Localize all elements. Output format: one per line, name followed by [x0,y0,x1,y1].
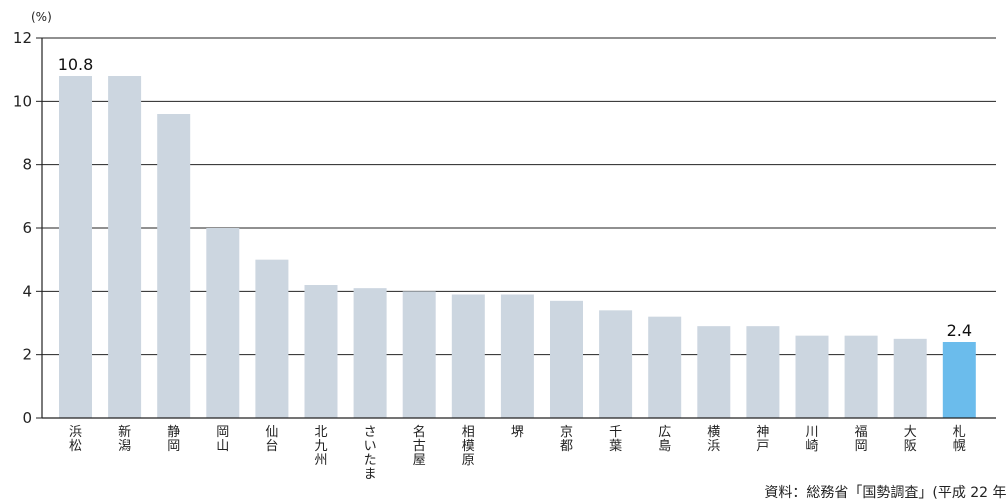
bar-2 [157,114,191,418]
x-category-label: 静岡 [167,425,180,454]
bar-3 [206,228,240,418]
y-tick-label: 2 [22,346,32,364]
data-labels: 10.8 2.4 [58,55,972,340]
bar-10 [550,300,583,418]
y-tick-label: 8 [22,156,32,174]
x-category-label: 名古屋 [413,424,426,468]
x-category-label: 堺 [511,425,524,440]
x-category-label: 千葉 [609,425,622,454]
y-tick-label: 4 [22,282,32,300]
x-category-label: 大阪 [904,425,917,454]
y-tick-label: 10 [13,92,32,110]
bar-18 [942,342,976,418]
data-label: 10.8 [58,55,94,74]
x-category-labels: 浜松 新潟 静岡 岡山 仙台 北九州 さいたま 名古屋 相模原 堺 京都 千葉 広島 横浜 神戸 川崎 福岡 大阪… [69,424,966,482]
bar-0 [59,76,92,418]
x-category-label: 広島 [658,425,671,454]
x-category-label: 京都 [560,425,573,454]
bar-7 [402,291,436,418]
y-tick-label: 6 [22,219,32,237]
bar-13 [697,326,731,418]
axes [36,37,996,419]
bar-17 [893,338,927,418]
x-category-label: 岡山 [216,425,229,454]
bar-6 [353,288,387,418]
x-category-label: 川崎 [805,425,818,454]
x-category-label: 神戸 [756,425,769,454]
bar-8 [451,294,485,418]
bar-5 [304,285,338,418]
x-category-label: 横浜 [707,425,720,454]
x-category-label: 浜松 [69,425,82,454]
x-category-label: 福岡 [855,425,868,454]
bar-12 [648,316,682,418]
bar-4 [255,259,289,418]
bar-15 [795,335,829,418]
y-axis-unit-label: (%) [31,10,52,24]
x-category-label: 新潟 [118,424,131,454]
bar-11 [599,310,633,418]
y-tick-label: 0 [22,409,32,427]
x-category-label: 北九州 [314,425,327,468]
y-tick-labels: 0 2 4 6 8 10 12 [13,29,32,427]
data-label: 2.4 [947,321,972,340]
x-category-label: さいたま [364,425,377,482]
bar-16 [844,335,878,418]
source-note: 資料：総務省「国勢調査」(平成 22 年) [764,485,1006,501]
y-tick-label: 12 [13,29,32,47]
x-category-label: 相模原 [462,425,475,468]
x-category-label: 札幌 [953,425,966,454]
gridlines [42,37,996,356]
bar-1 [108,76,142,418]
bar-14 [746,326,780,418]
bar-9 [500,294,534,418]
x-category-label: 仙台 [265,425,278,454]
bars [59,76,976,418]
